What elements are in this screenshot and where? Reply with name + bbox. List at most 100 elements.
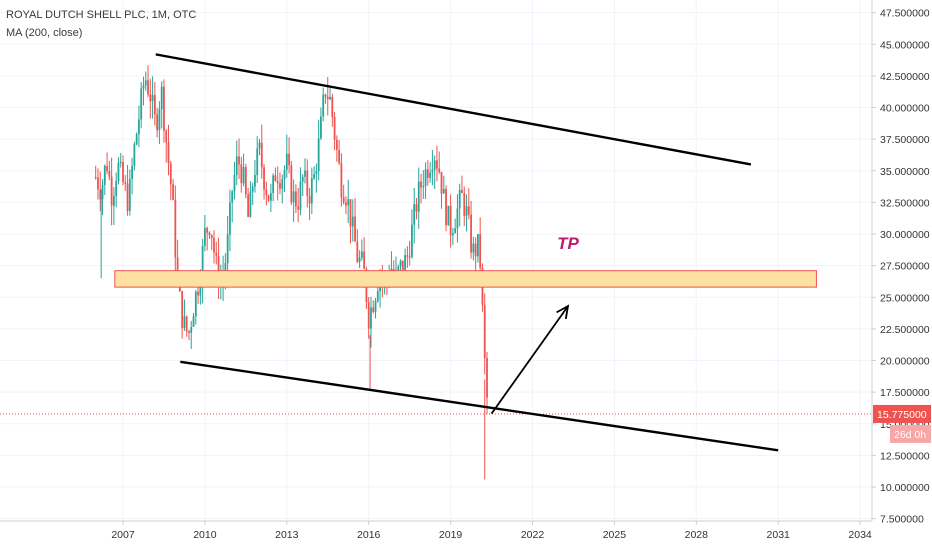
symbol-title[interactable]: ROYAL DUTCH SHELL PLC, 1M, OTC (6, 9, 197, 21)
price-tick-label: 10.000000 (880, 482, 930, 494)
price-tick-label: 17.500000 (880, 387, 930, 399)
candle-body (342, 197, 345, 203)
candle-body (404, 255, 406, 271)
candle-body (326, 96, 329, 100)
candle-body (399, 260, 402, 267)
axes: 7.50000010.00000012.50000015.00000017.50… (0, 0, 931, 541)
candle-body (269, 193, 272, 201)
candle-body (140, 88, 143, 120)
candle-body (235, 156, 238, 176)
candle-body (194, 291, 197, 317)
arrow-head-icon (556, 304, 570, 320)
candle-body (265, 189, 268, 196)
upper-trendline[interactable] (155, 53, 752, 166)
candle-body (426, 169, 429, 178)
candle-body (247, 194, 250, 217)
candle-body (406, 255, 409, 257)
candle-body (144, 80, 147, 86)
candle-body (126, 183, 129, 211)
candle-body (335, 139, 338, 150)
candle-body (354, 216, 356, 242)
candle-body (345, 202, 347, 206)
candle-body (267, 195, 270, 201)
candle-body (147, 80, 149, 95)
candle-body (479, 234, 482, 268)
candle-body (322, 94, 325, 117)
candle-body (458, 189, 461, 209)
candle-body (333, 116, 336, 140)
candle-body (138, 119, 140, 135)
candle-body (372, 307, 375, 312)
candle-body (103, 165, 106, 185)
candle-body (185, 316, 188, 332)
drawings[interactable]: TP (0, 53, 872, 452)
candle-body (317, 138, 320, 172)
candle-body (306, 170, 309, 196)
candle-body (197, 291, 199, 296)
candle-body (288, 153, 290, 166)
candle-body (413, 204, 416, 225)
candle-body (176, 257, 179, 281)
time-tick-label: 2028 (685, 529, 709, 541)
candle-body (431, 169, 434, 173)
candle-body (274, 175, 277, 182)
candle-body (447, 205, 450, 226)
price-tick-label: 45.000000 (880, 39, 930, 51)
candle-body (94, 177, 97, 179)
candle-body (128, 179, 131, 211)
candle-body (206, 227, 209, 233)
time-tick-label: 2007 (111, 529, 135, 541)
candle-body (135, 134, 138, 145)
candle-body (97, 177, 99, 190)
price-tick-label: 40.000000 (880, 103, 930, 115)
countdown-badge (890, 424, 931, 443)
candle-body (445, 188, 447, 226)
candle-body (429, 172, 432, 178)
candle-body (151, 94, 154, 102)
indicator-label[interactable]: MA (200, close) (6, 27, 83, 39)
candle-body (240, 164, 243, 184)
candle-body (420, 181, 422, 188)
candle-body (338, 149, 341, 164)
candle-body (438, 168, 441, 173)
candle-body (351, 216, 354, 227)
price-tick-label: 25.000000 (880, 292, 930, 304)
candle-body (113, 196, 115, 206)
candle-body (374, 300, 377, 312)
candle-body (290, 165, 293, 203)
candle-body (272, 175, 275, 194)
candle-body (313, 174, 315, 179)
candle-body (226, 234, 229, 264)
candle-body (224, 263, 227, 276)
candle-body (160, 86, 163, 110)
countdown-label: 26d 0h (894, 429, 926, 441)
candle-body (324, 94, 327, 97)
candle-body (122, 161, 124, 183)
candle-body (208, 232, 211, 236)
candle-body (411, 224, 413, 257)
time-tick-label: 2025 (603, 529, 627, 541)
candle-body (163, 86, 165, 131)
candle-body (315, 171, 318, 175)
candle-body (204, 227, 206, 246)
lower-trendline[interactable] (180, 360, 779, 452)
candle-body (167, 142, 170, 164)
candle-body (347, 199, 350, 206)
candle-body (283, 169, 286, 180)
candle-body (99, 189, 102, 200)
candle-body (254, 175, 256, 187)
candle-body (454, 228, 457, 234)
candle-body (467, 206, 470, 215)
projection-arrow[interactable] (490, 305, 569, 415)
candle-body (149, 94, 152, 102)
candle-body (356, 241, 359, 262)
support-resistance-zone[interactable] (114, 270, 817, 288)
candle-body (156, 114, 159, 131)
candle-body (244, 167, 247, 195)
candle-body (331, 96, 334, 117)
candle-body (281, 179, 284, 189)
candle-body (295, 191, 297, 207)
candle-body (279, 183, 281, 189)
